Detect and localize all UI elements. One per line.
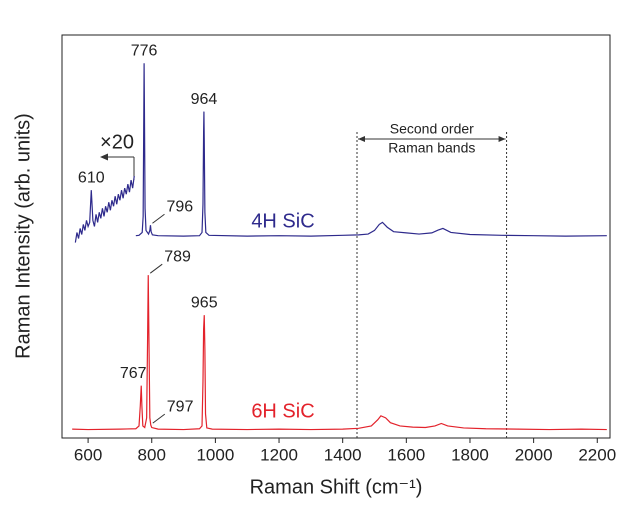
peak-leader <box>152 213 165 224</box>
x-axis-label: Raman Shift (cm⁻¹) <box>250 476 423 498</box>
peak-label: 964 <box>191 91 218 108</box>
peak-leader <box>152 413 166 424</box>
region-label: Second order <box>390 121 474 137</box>
spectrum-line <box>135 63 607 237</box>
peak-label: 776 <box>131 42 158 59</box>
spectrum-line <box>72 275 607 431</box>
peak-leader <box>149 263 163 274</box>
series-label: 4H SiC <box>251 210 314 232</box>
peak-label: 767 <box>120 365 147 382</box>
x-tick-label: 1600 <box>387 445 425 464</box>
x-tick-label: 600 <box>74 445 102 464</box>
magnification-label: ×20 <box>100 131 134 153</box>
x-tick-label: 2000 <box>515 445 553 464</box>
plot-frame <box>61 34 611 439</box>
x-tick-label: 1200 <box>260 445 298 464</box>
x-tick-label: 800 <box>138 445 166 464</box>
x-tick-label: 2200 <box>578 445 616 464</box>
x-tick-label: 1800 <box>451 445 489 464</box>
y-axis-label: Raman Intensity (arb. units) <box>12 113 34 359</box>
peak-label: 610 <box>78 169 105 186</box>
arrow-head <box>100 153 108 161</box>
spectrum-line <box>74 175 135 243</box>
region-label: Raman bands <box>388 140 475 156</box>
peak-label: 965 <box>191 294 218 311</box>
peak-label: 789 <box>164 248 191 265</box>
peak-label: 797 <box>167 398 194 415</box>
peak-label: 796 <box>166 198 193 215</box>
x-tick-label: 1400 <box>324 445 362 464</box>
series-label: 6H SiC <box>251 400 314 422</box>
x-tick-label: 1000 <box>196 445 234 464</box>
